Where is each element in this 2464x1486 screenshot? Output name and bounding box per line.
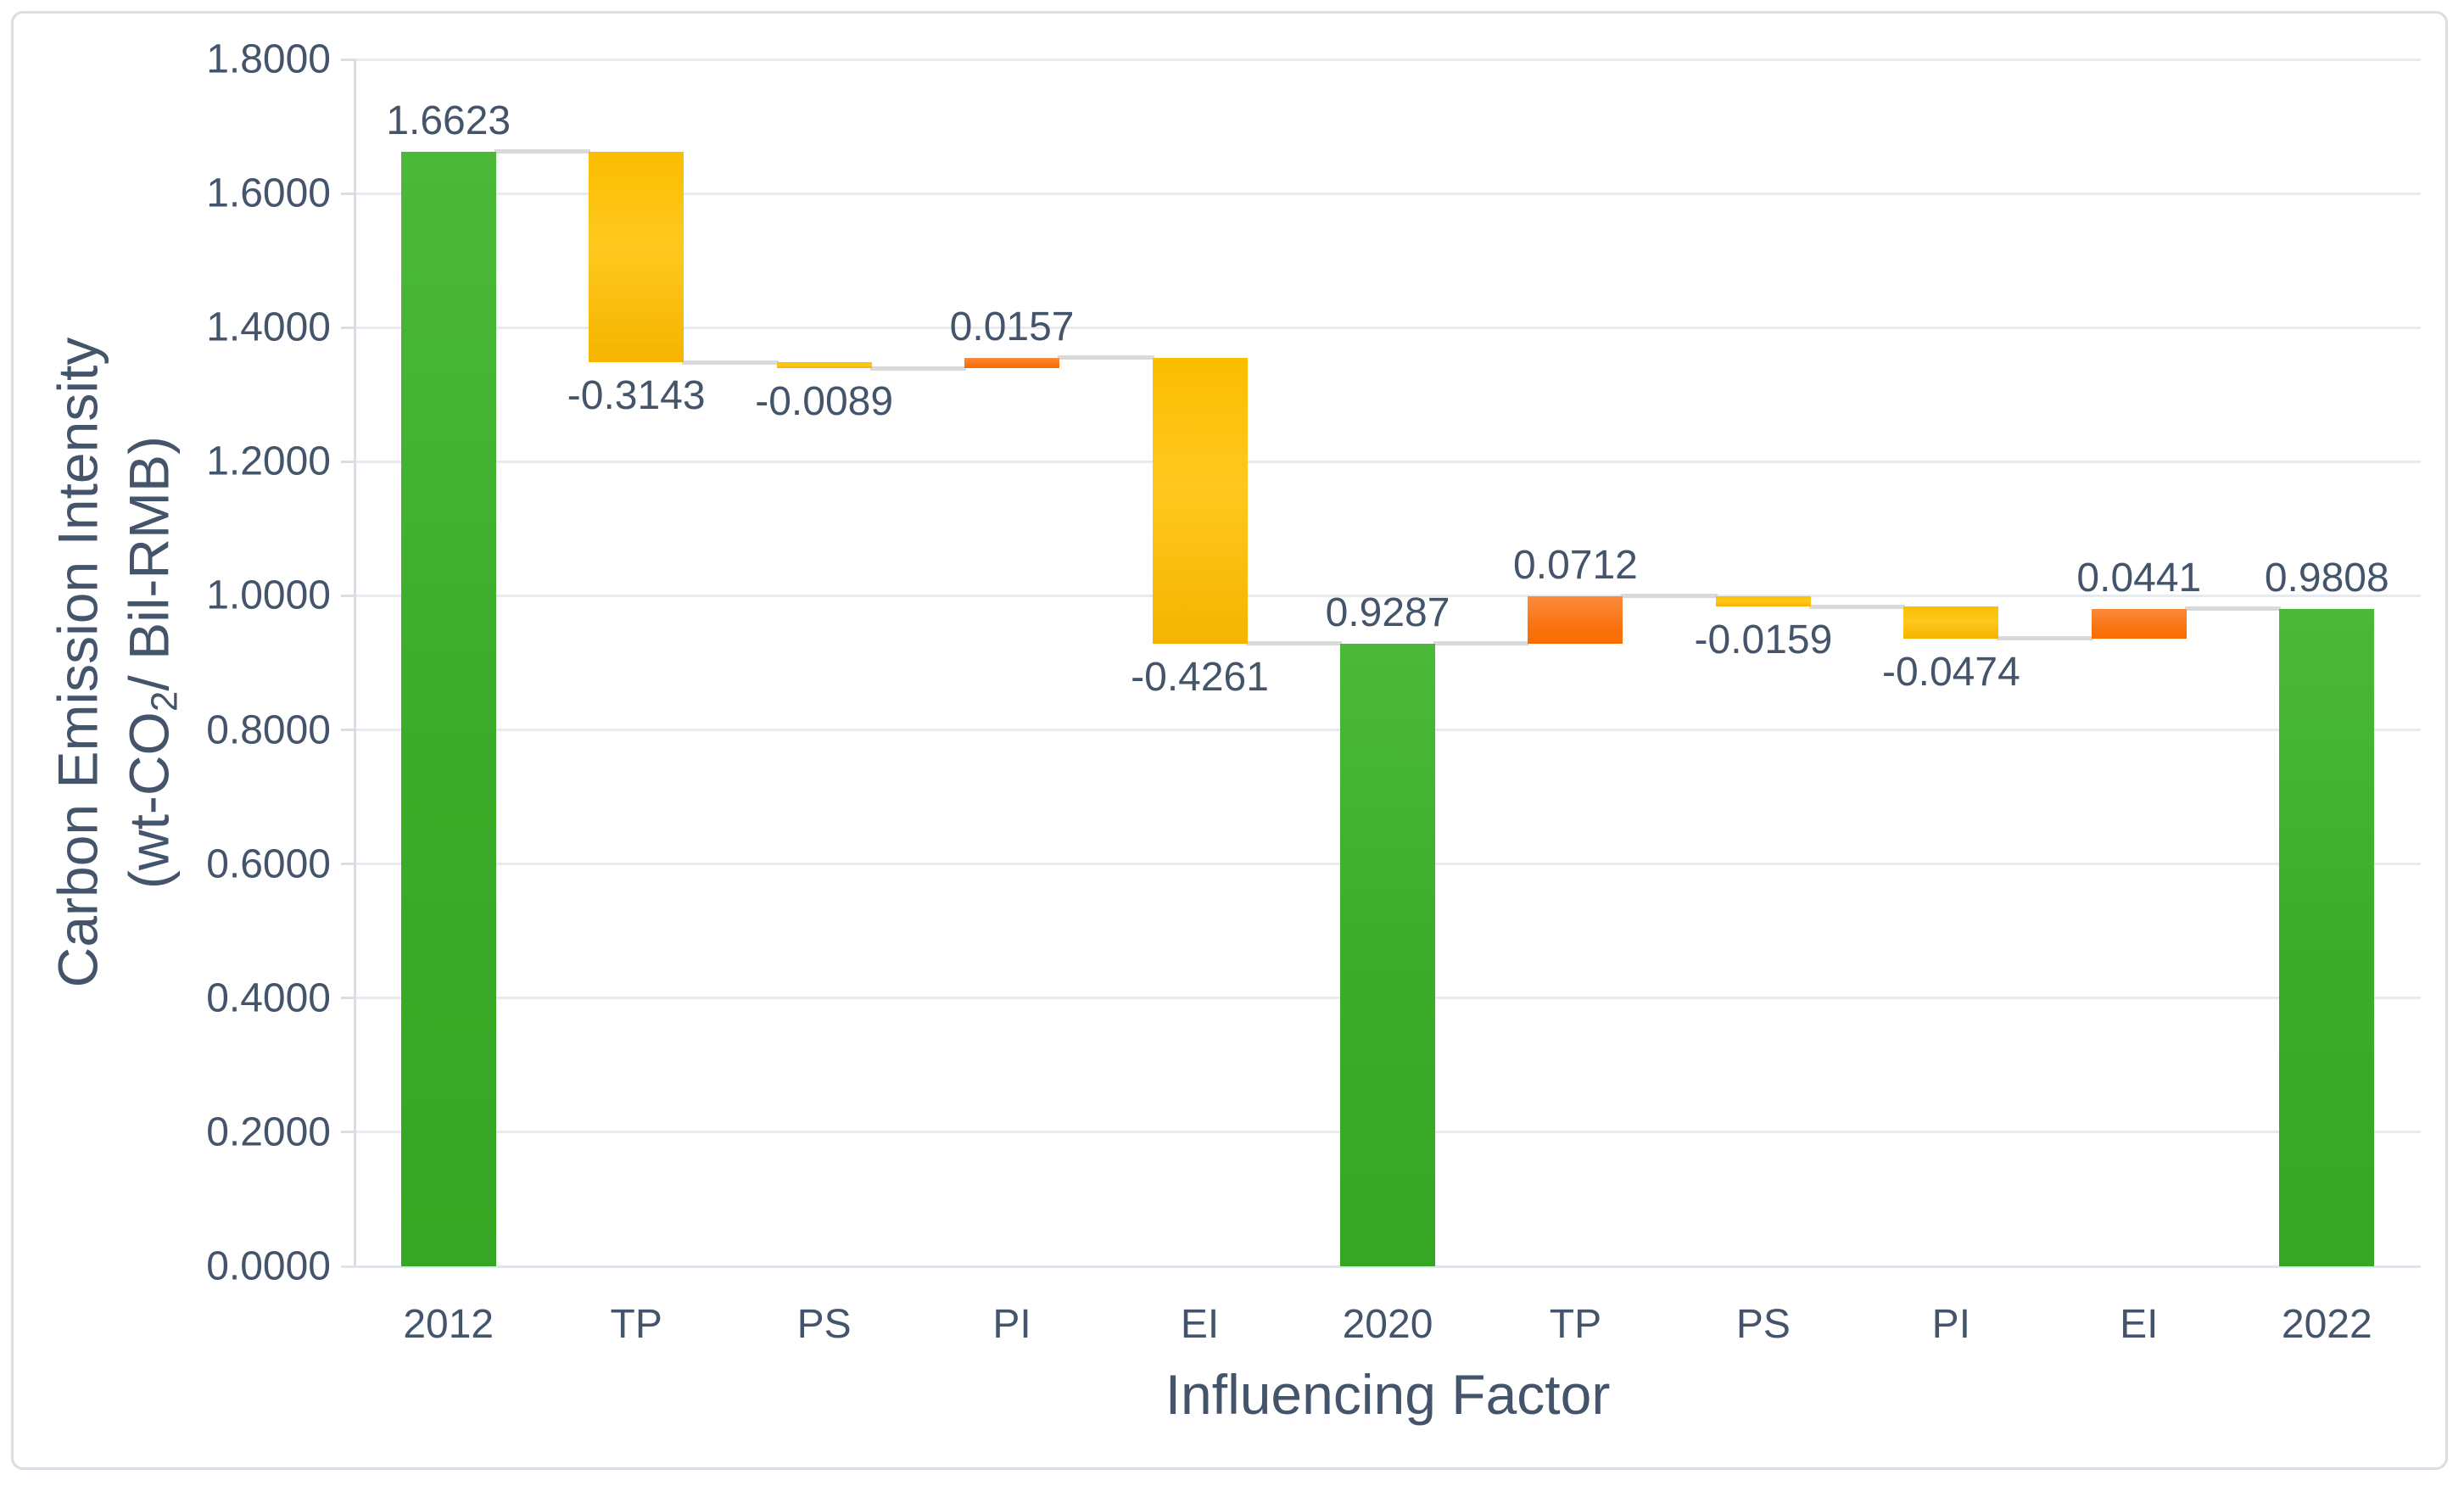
x-category-label-2012-0: 2012 [403,1302,494,1347]
x-axis-line [341,1265,2421,1268]
gridline-1.6000 [355,192,2421,195]
bar-2022-10 [2279,608,2375,1266]
connector-line-3 [1058,355,1154,360]
y-tick-label-0.8000: 0.8000 [206,707,331,753]
bar-TP-6 [1528,595,1623,644]
y-tick-mark-0.2000 [341,1131,355,1134]
x-category-label-EI-4: EI [1180,1302,1220,1347]
bar-value-label-EI-9: 0.0441 [2076,555,2202,601]
connector-line-0 [494,149,591,154]
connector-line-6 [1621,594,1718,599]
bar-PI-3 [964,357,1060,369]
y-tick-label-1.4000: 1.4000 [206,304,331,350]
x-category-label-EI-9: EI [2120,1302,2159,1347]
co2-subscript: 2 [143,690,186,712]
y-tick-label-0.4000: 0.4000 [206,975,331,1021]
gridline-1.8000 [355,58,2421,61]
bar-EI-9 [2091,608,2187,639]
bar-PI-8 [1903,606,1999,639]
y-tick-mark-1.6000 [341,192,355,195]
x-category-label-TP-6: TP [1549,1302,1602,1347]
y-tick-mark-1.2000 [341,460,355,463]
gridline-1.4000 [355,326,2421,329]
bar-value-label-2020-5: 0.9287 [1325,589,1450,635]
connector-line-8 [1997,636,2093,641]
x-category-label-2020-5: 2020 [1342,1302,1433,1347]
y-tick-label-1.8000: 1.8000 [206,36,331,82]
x-category-label-PI-3: PI [992,1302,1031,1347]
y-tick-mark-0.4000 [341,997,355,1000]
bar-value-label-EI-4: -0.4261 [1131,654,1269,700]
x-axis-title: Influencing Factor [1165,1363,1611,1426]
y-tick-label-1.0000: 1.0000 [206,573,331,618]
y-axis-title-line2: (wt-CO2/ Bil-RMB) [117,435,186,890]
y-axis-title-line1: Carbon Emission Intensity [46,337,109,988]
bar-value-label-TP-6: 0.0712 [1513,542,1638,588]
y-tick-mark-0.6000 [341,863,355,866]
bar-2020-5 [1340,643,1435,1266]
connector-line-7 [1808,604,1906,609]
gridline-1.0000 [355,594,2421,597]
x-category-label-PI-8: PI [1931,1302,1971,1347]
y-tick-label-0.0000: 0.0000 [206,1243,331,1289]
y-tick-mark-1.8000 [341,58,355,61]
y-axis-line [353,59,356,1266]
connector-line-1 [682,360,779,365]
bar-value-label-PS-7: -0.0159 [1694,617,1833,663]
bar-value-label-PS-2: -0.0089 [755,379,894,425]
bar-value-label-2012-0: 1.6623 [386,98,511,143]
y-tick-mark-1.4000 [341,326,355,329]
bar-EI-4 [1152,357,1248,644]
x-category-label-2022-10: 2022 [2281,1302,2372,1347]
y-tick-label-1.6000: 1.6000 [206,170,331,216]
x-category-label-PS-7: PS [1735,1302,1791,1347]
y-tick-mark-1.0000 [341,594,355,597]
bar-PS-7 [1715,595,1811,607]
x-category-label-TP-1: TP [610,1302,662,1347]
y-tick-label-1.2000: 1.2000 [206,439,331,484]
connector-line-4 [1245,641,1342,646]
bar-2012-0 [400,151,496,1266]
x-category-label-PS-2: PS [796,1302,852,1347]
bar-TP-1 [589,151,684,363]
bar-value-label-TP-1: -0.3143 [567,373,706,419]
y-tick-label-0.2000: 0.2000 [206,1109,331,1155]
y-tick-label-0.6000: 0.6000 [206,841,331,887]
bar-value-label-PI-8: -0.0474 [1881,649,2020,695]
connector-line-2 [869,366,967,371]
y-tick-mark-0.8000 [341,729,355,732]
gridline-1.2000 [355,460,2421,463]
bar-value-label-2022-10: 0.9808 [2264,555,2389,601]
y-axis-title: Carbon Emission Intensity (wt-CO2/ Bil-R… [42,0,193,1383]
bar-PS-2 [776,362,872,369]
connector-line-5 [1433,641,1530,646]
bar-value-label-PI-3: 0.0157 [949,304,1075,349]
connector-line-9 [2184,606,2282,612]
